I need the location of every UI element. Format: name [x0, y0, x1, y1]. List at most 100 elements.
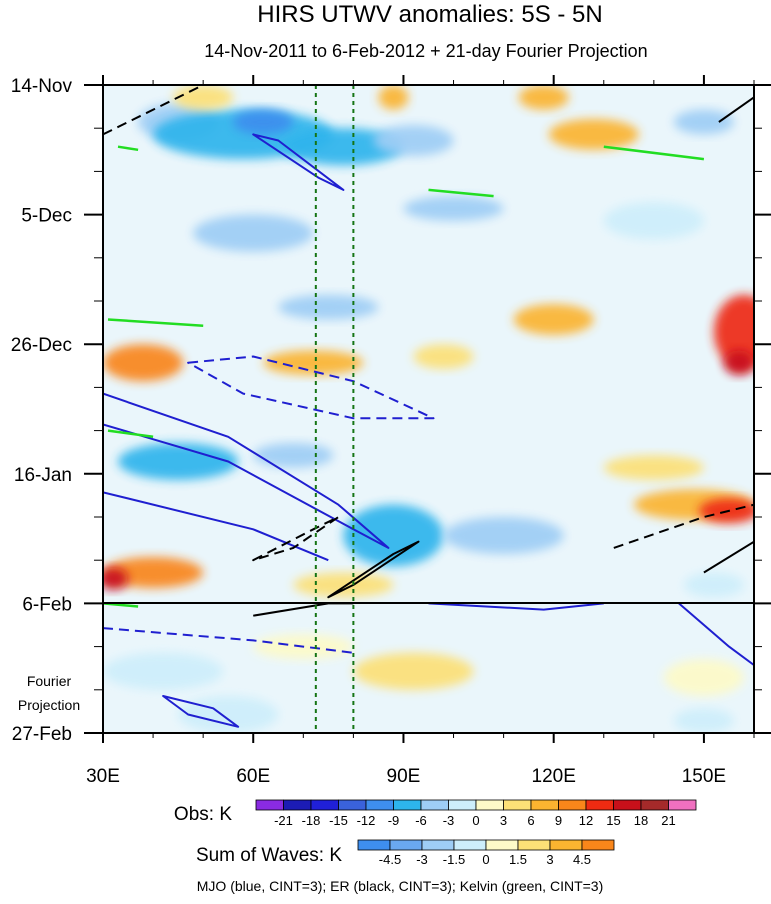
- anomaly-region: [103, 567, 129, 590]
- anomaly-region: [193, 214, 314, 252]
- anomaly-region: [293, 572, 394, 598]
- colorbar-swatch: [613, 799, 642, 811]
- anomaly-region: [548, 118, 639, 150]
- colorbar-level-label: 21: [661, 813, 675, 828]
- colorbar-level-label: 0: [482, 852, 489, 867]
- colorbar-swatch: [581, 839, 615, 851]
- er-contour: [103, 85, 204, 136]
- plot-frame: [102, 84, 755, 734]
- chart-title: HIRS UTWV anomalies: 5S - 5N: [257, 1, 602, 28]
- colorbar-swatch: [357, 839, 391, 851]
- anomaly-region: [103, 557, 204, 588]
- colorbar-level-label: 9: [555, 813, 562, 828]
- colorbar-level-label: 3: [500, 813, 507, 828]
- mjo-contour: [162, 695, 240, 728]
- anomaly-region: [518, 85, 569, 110]
- colorbar-swatch: [530, 799, 559, 811]
- kelvin-contour: [107, 318, 204, 327]
- anomaly-region: [443, 517, 564, 555]
- anomaly-region: [118, 442, 239, 480]
- colorbar-swatch: [453, 839, 487, 851]
- anomaly-region: [253, 442, 334, 468]
- colorbar-swatch: [558, 799, 587, 811]
- kelvin-contour: [428, 188, 494, 198]
- anomaly-region: [103, 652, 224, 690]
- anomaly-region: [373, 125, 454, 156]
- colorbar-level-label: -18: [302, 813, 321, 828]
- colorbar-swatch: [393, 799, 422, 811]
- y-tick-label: 27-Feb: [12, 724, 72, 745]
- obs-colorbar-label: Obs: K: [174, 804, 232, 825]
- mjo-contour: [103, 491, 329, 562]
- obs-colorbar: -21 -18 -15 -12 -9 -6 -3 0 3 6 9 12 15 18 21: [255, 799, 697, 828]
- y-tick-label: 6-Feb: [22, 594, 72, 615]
- er-contour: [327, 540, 420, 599]
- y-tick-label: 16-Jan: [14, 465, 72, 486]
- anomaly-region: [263, 350, 364, 376]
- x-tick-label: 30E: [86, 766, 120, 787]
- kelvin-contour: [107, 429, 154, 439]
- colorbar-swatch: [640, 799, 669, 811]
- anomaly-region: [233, 109, 294, 135]
- colorbar-swatch: [448, 799, 477, 811]
- colorbar-level-label: -9: [388, 813, 400, 828]
- legend-note: MJO (blue, CINT=3); ER (black, CINT=3); …: [197, 878, 604, 894]
- anomaly-region: [413, 344, 474, 369]
- colorbar-level-label: -21: [274, 813, 293, 828]
- mjo-contour: [187, 355, 435, 420]
- colorbar-swatch: [503, 799, 532, 811]
- colorbar-swatch: [585, 799, 614, 811]
- anomaly-region: [283, 128, 404, 166]
- colorbar-level-label: 18: [634, 813, 648, 828]
- colorbar-swatch: [338, 799, 367, 811]
- colorbar-swatch: [549, 839, 583, 851]
- anomaly-region: [673, 109, 734, 135]
- colorbar-swatch: [283, 799, 312, 811]
- colorbar-swatch: [668, 799, 697, 811]
- colorbar-level-label: -3: [416, 852, 428, 867]
- colorbar-level-label: -12: [357, 813, 376, 828]
- reference-lines: [314, 85, 355, 733]
- colorbar-swatch: [517, 839, 551, 851]
- plot-area: [102, 84, 755, 734]
- colorbar-swatch: [420, 799, 449, 811]
- colorbar-level-label: -4.5: [379, 852, 401, 867]
- chart-subtitle: 14-Nov-2011 to 6-Feb-2012 + 21-day Fouri…: [204, 41, 647, 61]
- er-contour: [703, 540, 754, 574]
- anomaly-region: [278, 294, 379, 320]
- plot-background: [103, 85, 754, 733]
- colorbar-level-label: 15: [606, 813, 620, 828]
- waves-colorbar: -4.5 -3 -1.5 0 1.5 3 4.5: [357, 839, 615, 867]
- colorbar-swatch: [365, 799, 394, 811]
- mjo-contour: [103, 627, 354, 654]
- er-contour: [613, 503, 754, 549]
- anomaly-region: [673, 708, 734, 733]
- anomaly-region: [103, 344, 184, 382]
- colorbar-level-label: 4.5: [573, 852, 591, 867]
- colorbar-level-label: -3: [443, 813, 455, 828]
- colorbar-level-label: 6: [527, 813, 534, 828]
- mjo-contour: [678, 602, 754, 666]
- projection-label-line1: Fourier: [27, 673, 72, 689]
- anomaly-region: [663, 658, 744, 696]
- mjo-contour: [103, 392, 390, 549]
- x-tick-label: 60E: [236, 766, 270, 787]
- kelvin-contour: [603, 145, 705, 161]
- colorbar-swatch: [310, 799, 339, 811]
- y-tick-label: 5-Dec: [21, 206, 72, 227]
- anomaly-region: [378, 85, 409, 110]
- colorbar-level-label: 3: [546, 852, 553, 867]
- colorbar-level-label: 1.5: [509, 852, 527, 867]
- colorbar-level-label: -6: [415, 813, 427, 828]
- colorbar-swatch: [485, 839, 519, 851]
- x-tick-label: 120E: [532, 766, 576, 787]
- colorbar-level-label: 12: [579, 813, 593, 828]
- x-tick-label: 90E: [387, 766, 421, 787]
- x-axis: 30E 60E 90E 120E 150E: [86, 75, 755, 787]
- er-contour: [718, 96, 754, 123]
- kelvin-contour: [117, 145, 139, 152]
- anomaly-region: [683, 572, 744, 598]
- anomaly-region: [713, 294, 754, 369]
- x-tick-label: 150E: [682, 766, 726, 787]
